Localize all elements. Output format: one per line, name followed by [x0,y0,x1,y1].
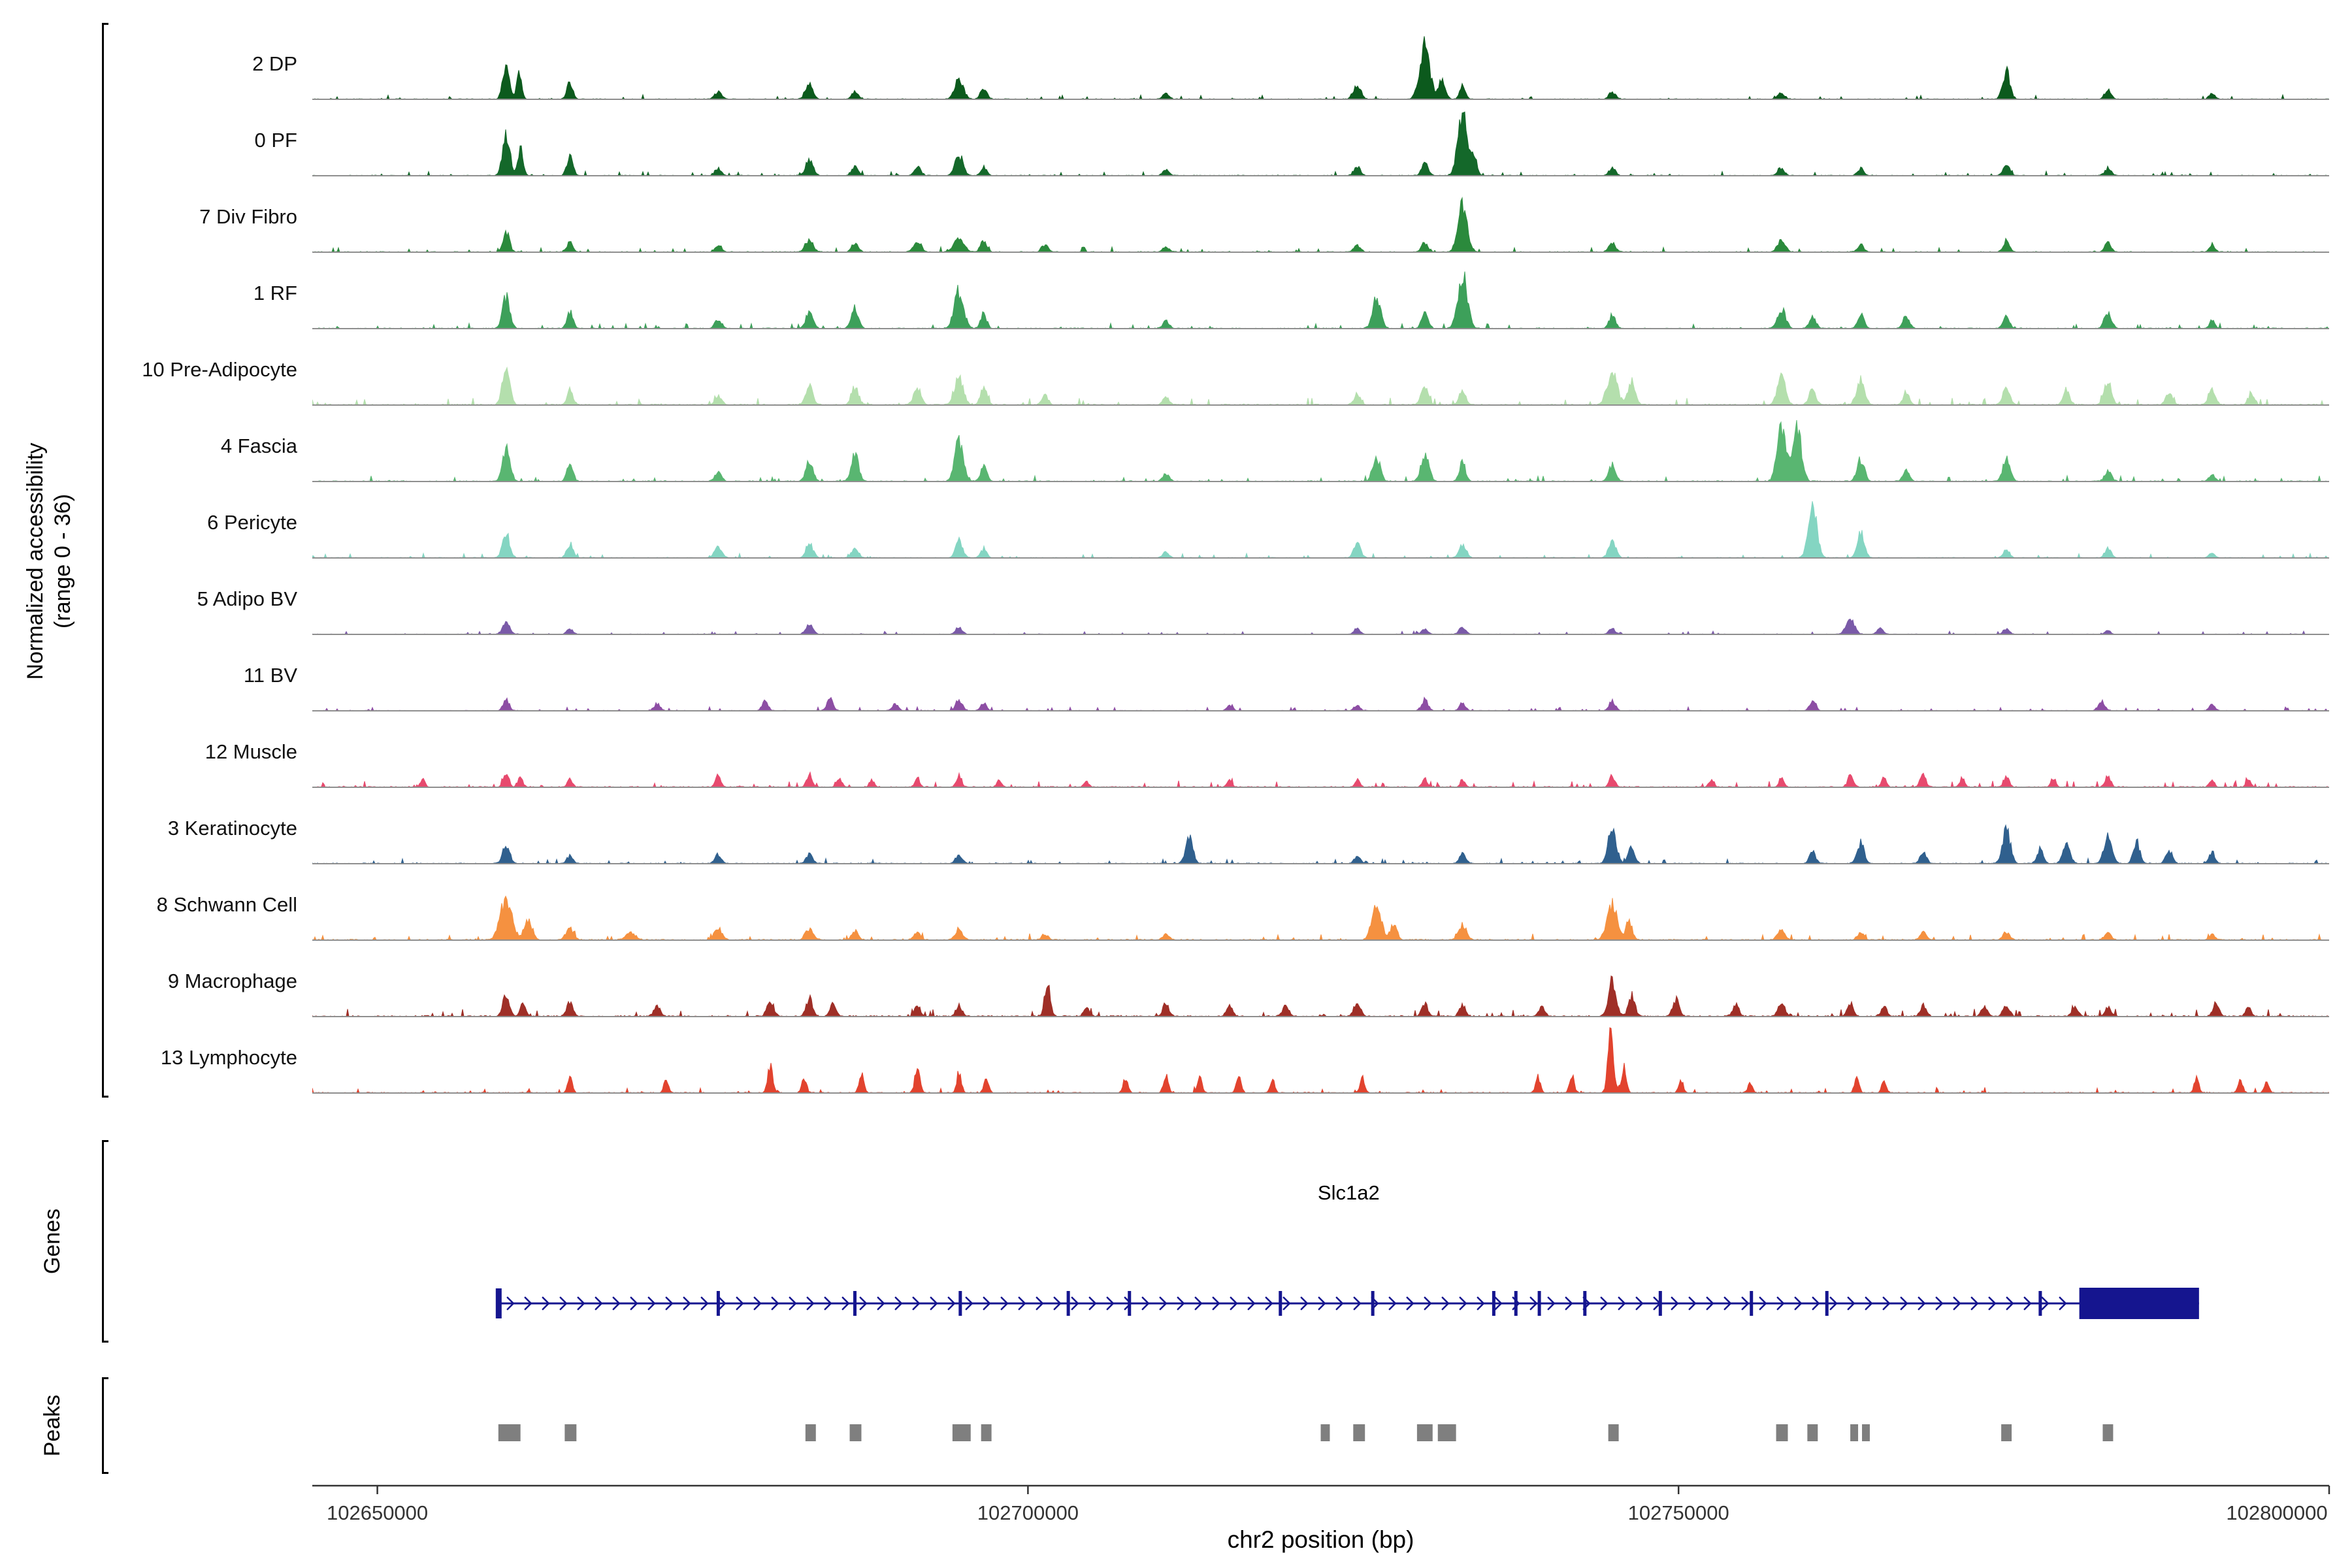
track-row: 1 RF [0,255,2352,332]
track-row: 9 Macrophage [0,943,2352,1020]
track-row: 4 Fascia [0,408,2352,485]
track-label: 0 PF [254,129,297,152]
gene-model [495,1288,2199,1319]
peaks-section-label: Peaks [39,1295,66,1556]
peak-interval [1437,1424,1456,1441]
track-label: 9 Macrophage [167,970,297,992]
peak-interval [981,1424,992,1441]
track-signal [312,618,2329,635]
track-row: 13 Lymphocyte [0,1020,2352,1096]
track-label: 13 Lymphocyte [160,1046,297,1069]
track-signal [312,36,2329,101]
peak-interval [1850,1424,1859,1441]
track-signal [312,824,2329,865]
peak-interval [1608,1424,1619,1441]
track-label: 2 DP [252,52,297,75]
peak-interval [1776,1424,1788,1441]
peak-interval [498,1424,521,1441]
track-row: 3 Keratinocyte [0,791,2352,867]
track-row: 7 Div Fibro [0,179,2352,255]
x-tick-label: 102700000 [977,1501,1079,1524]
track-signal [312,895,2329,941]
track-signal [312,696,2329,711]
peak-interval [2102,1424,2114,1441]
peak-interval [1807,1424,1818,1441]
peak-interval [952,1424,971,1441]
track-signal [312,271,2329,330]
peaks-track [498,1424,2114,1441]
track-label: 10 Pre-Adipocyte [142,358,297,381]
track-signal [312,1027,2329,1094]
track-signal [312,196,2329,253]
coverage-tracks: 2 DP 0 PF 7 Div Fibro 1 RF 10 Pre-Adipocyte 4… [0,26,2352,1096]
peaks-section-label-text: Peaks [40,1394,65,1457]
track-signal [312,501,2329,559]
peak-interval [1353,1424,1365,1441]
tracks-axis-bracket [102,23,108,1098]
track-row: 0 PF [0,103,2352,179]
x-axis-title: chr2 position (bp) [1227,1526,1414,1553]
track-row: 6 Pericyte [0,485,2352,561]
track-row: 8 Schwann Cell [0,867,2352,943]
peak-interval [1862,1424,1870,1441]
track-label: 8 Schwann Cell [156,893,297,916]
track-label: 6 Pericyte [207,511,297,534]
peak-interval [2001,1424,2012,1441]
track-label: 7 Div Fibro [199,205,297,228]
genes-axis-bracket [102,1140,108,1343]
track-signal [312,975,2329,1017]
track-signal [312,366,2329,406]
track-row: 10 Pre-Adipocyte [0,332,2352,408]
peak-interval [564,1424,577,1441]
track-label: 11 BV [243,664,297,687]
peak-interval [1416,1424,1433,1441]
track-label: 3 Keratinocyte [167,817,297,840]
track-signal [312,111,2329,177]
peak-interval [849,1424,862,1441]
track-label: 1 RF [253,282,297,304]
peak-interval [805,1424,816,1441]
track-label: 12 Muscle [204,740,297,763]
track-signal [312,771,2329,788]
gene-name-label: Slc1a2 [1317,1181,1380,1204]
track-row: 5 Adipo BV [0,561,2352,638]
track-row: 11 BV [0,638,2352,714]
x-tick-label: 102750000 [1628,1501,1729,1524]
x-tick-label: 102650000 [327,1501,428,1524]
track-label: 4 Fascia [220,434,297,457]
peak-interval [1320,1424,1330,1441]
x-axis: 102650000 102700000 102750000 102800000 [312,1484,2330,1524]
x-tick-label: 102800000 [2226,1501,2327,1524]
track-signal [312,419,2329,483]
track-row: 12 Muscle [0,714,2352,791]
track-label: 5 Adipo BV [197,587,297,610]
peaks-axis-bracket [102,1377,108,1474]
track-row: 2 DP [0,26,2352,103]
